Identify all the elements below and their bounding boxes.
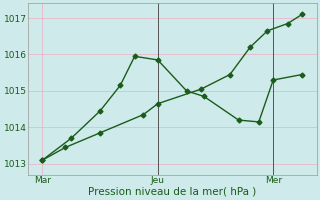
X-axis label: Pression niveau de la mer( hPa ): Pression niveau de la mer( hPa ) xyxy=(88,187,256,197)
